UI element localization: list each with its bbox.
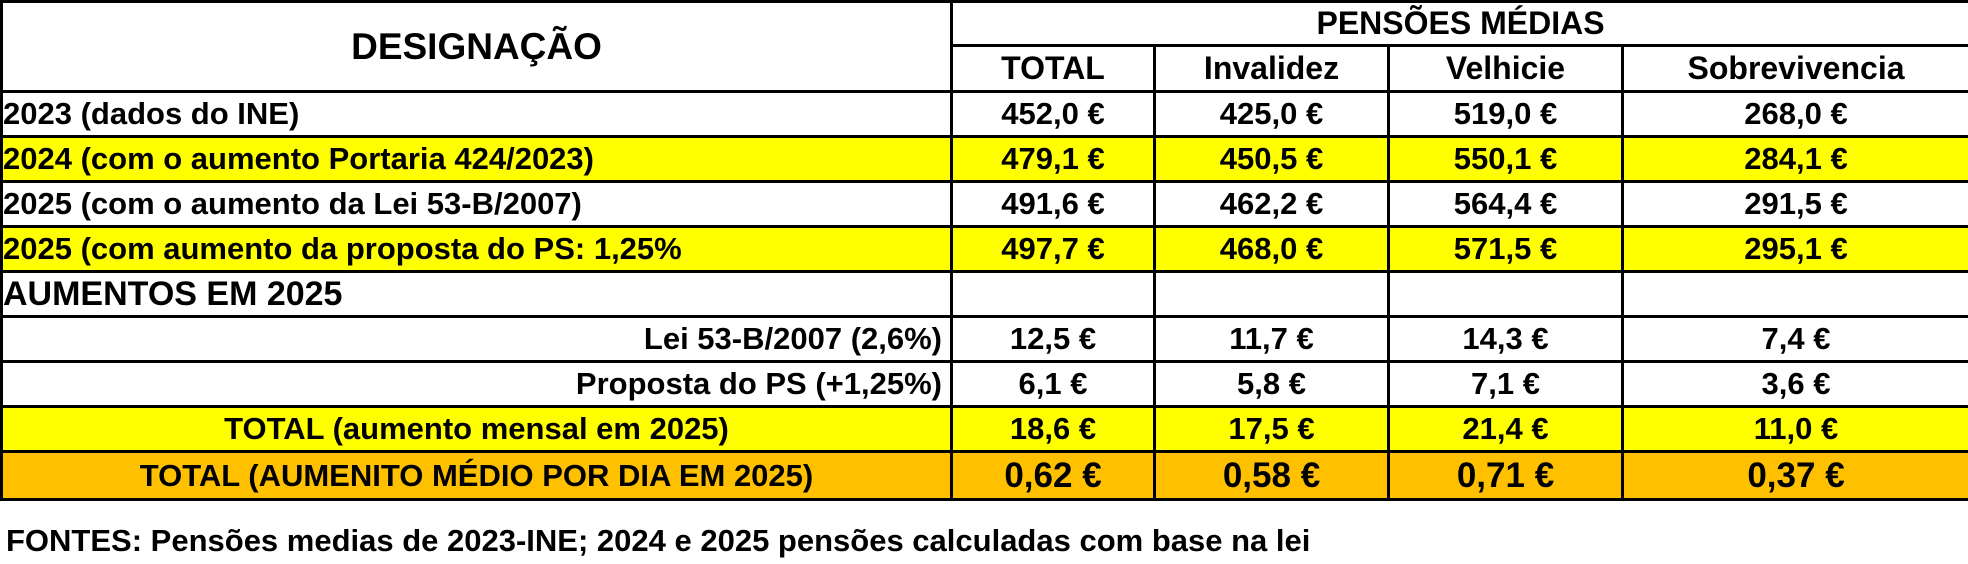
cell-sobrevivencia: 291,5 € [1621, 180, 1968, 228]
cell-invalidez: 17,5 € [1153, 405, 1390, 453]
cell-velhicie: 550,1 € [1387, 135, 1624, 183]
cell-invalidez: 425,0 € [1153, 90, 1390, 138]
column-header-sobrevivencia: Sobrevivencia [1621, 44, 1968, 93]
source-note: FONTES: Pensões medias de 2023-INE; 2024… [6, 523, 1311, 558]
pensions-table: DESIGNAÇÃO PENSÕES MÉDIAS TOTAL Invalide… [0, 0, 1968, 501]
table-body: 2023 (dados do INE) 452,0 € 425,0 € 519,… [0, 90, 1968, 501]
cell-invalidez: 11,7 € [1153, 315, 1390, 363]
cell-velhicie: 519,0 € [1387, 90, 1624, 138]
cell-invalidez: 5,8 € [1153, 360, 1390, 408]
designacao-header: DESIGNAÇÃO [0, 0, 953, 93]
table-row: 2025 (com aumento da proposta do PS: 1,2… [0, 225, 1968, 273]
cell-sobrevivencia: 3,6 € [1621, 360, 1968, 408]
row-label: TOTAL (aumento mensal em 2025) [0, 405, 953, 453]
cell-velhicie: 21,4 € [1387, 405, 1624, 453]
pensoes-medias-header: PENSÕES MÉDIAS [950, 0, 1968, 47]
column-header-invalidez: Invalidez [1153, 44, 1390, 93]
cell-total: 12,5 € [950, 315, 1156, 363]
column-header-velhicie: Velhicie [1387, 44, 1624, 93]
cell-total: 491,6 € [950, 180, 1156, 228]
cell-total: 6,1 € [950, 360, 1156, 408]
table-row: 2025 (com o aumento da Lei 53-B/2007) 49… [0, 180, 1968, 228]
cell-sobrevivencia: 0,37 € [1621, 450, 1968, 501]
cell-invalidez: 450,5 € [1153, 135, 1390, 183]
cell-velhicie: 14,3 € [1387, 315, 1624, 363]
row-label: Proposta do PS (+1,25%) [0, 360, 953, 408]
cell-velhicie: 0,71 € [1387, 450, 1624, 501]
cell-sobrevivencia: 11,0 € [1621, 405, 1968, 453]
cell-sobrevivencia: 284,1 € [1621, 135, 1968, 183]
cell-sobrevivencia: 295,1 € [1621, 225, 1968, 273]
cell-velhicie [1387, 270, 1624, 318]
table-row: 2023 (dados do INE) 452,0 € 425,0 € 519,… [0, 90, 1968, 138]
row-label: 2025 (com aumento da proposta do PS: 1,2… [0, 225, 953, 273]
row-label: TOTAL (AUMENITO MÉDIO POR DIA EM 2025) [0, 450, 953, 501]
section-row: AUMENTOS EM 2025 [0, 270, 1968, 318]
cell-invalidez [1153, 270, 1390, 318]
row-label: 2025 (com o aumento da Lei 53-B/2007) [0, 180, 953, 228]
cell-invalidez: 462,2 € [1153, 180, 1390, 228]
table-row: TOTAL (AUMENITO MÉDIO POR DIA EM 2025) 0… [0, 450, 1968, 501]
row-label: 2023 (dados do INE) [0, 90, 953, 138]
cell-invalidez: 0,58 € [1153, 450, 1390, 501]
cell-total [950, 270, 1156, 318]
row-label: 2024 (com o aumento Portaria 424/2023) [0, 135, 953, 183]
row-label: Lei 53-B/2007 (2,6%) [0, 315, 953, 363]
cell-invalidez: 468,0 € [1153, 225, 1390, 273]
table-row: Lei 53-B/2007 (2,6%) 12,5 € 11,7 € 14,3 … [0, 315, 1968, 363]
table-header: DESIGNAÇÃO PENSÕES MÉDIAS TOTAL Invalide… [0, 0, 1968, 93]
column-header-total: TOTAL [950, 44, 1156, 93]
table-row: 2024 (com o aumento Portaria 424/2023) 4… [0, 135, 1968, 183]
table-row: Proposta do PS (+1,25%) 6,1 € 5,8 € 7,1 … [0, 360, 1968, 408]
section-label: AUMENTOS EM 2025 [0, 270, 953, 318]
cell-total: 497,7 € [950, 225, 1156, 273]
cell-total: 479,1 € [950, 135, 1156, 183]
cell-velhicie: 564,4 € [1387, 180, 1624, 228]
cell-velhicie: 571,5 € [1387, 225, 1624, 273]
cell-total: 18,6 € [950, 405, 1156, 453]
cell-sobrevivencia [1621, 270, 1968, 318]
table-row: TOTAL (aumento mensal em 2025) 18,6 € 17… [0, 405, 1968, 453]
cell-velhicie: 7,1 € [1387, 360, 1624, 408]
cell-total: 0,62 € [950, 450, 1156, 501]
cell-total: 452,0 € [950, 90, 1156, 138]
cell-sobrevivencia: 7,4 € [1621, 315, 1968, 363]
cell-sobrevivencia: 268,0 € [1621, 90, 1968, 138]
